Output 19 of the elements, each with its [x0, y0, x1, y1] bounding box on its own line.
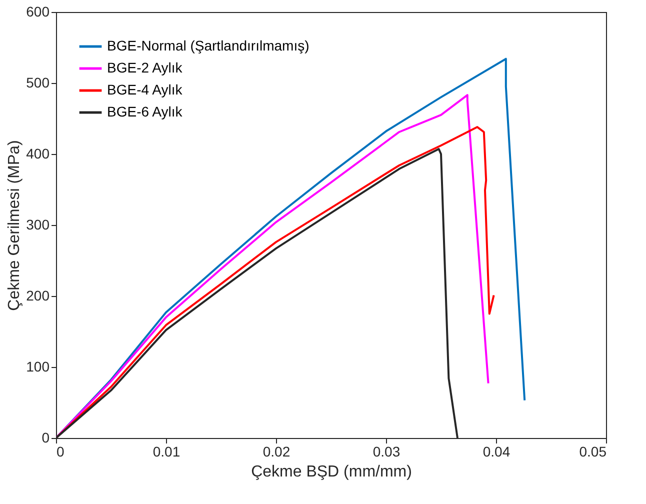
x-tick-label: 0 [56, 444, 64, 460]
x-tick-label: 0.01 [152, 444, 180, 460]
legend-label: BGE-4 Aylık [107, 82, 184, 98]
y-axis-title: Çekme Gerilmesi (MPa) [6, 140, 24, 311]
y-tick-label: 500 [26, 74, 50, 90]
x-tick-label: 0.04 [482, 444, 510, 460]
y-tick-label: 400 [26, 146, 50, 162]
y-tick-label: 300 [26, 216, 50, 232]
x-tick-label: 0.03 [372, 444, 400, 460]
y-tick-label: 100 [26, 358, 50, 374]
x-axis-title: Çekme BŞD (mm/mm) [251, 464, 412, 480]
legend-label: BGE-Normal (Şartlandırılmamış) [107, 38, 310, 54]
legend-label: BGE-6 Aylık [107, 104, 184, 120]
x-tick-label: 0.02 [262, 444, 290, 460]
y-tick-label: 200 [26, 288, 50, 304]
y-tick-label: 600 [26, 4, 50, 20]
y-tick-label: 0 [42, 430, 50, 446]
x-tick-label: 0.05 [579, 444, 607, 460]
legend-label: BGE-2 Aylık [107, 60, 184, 76]
